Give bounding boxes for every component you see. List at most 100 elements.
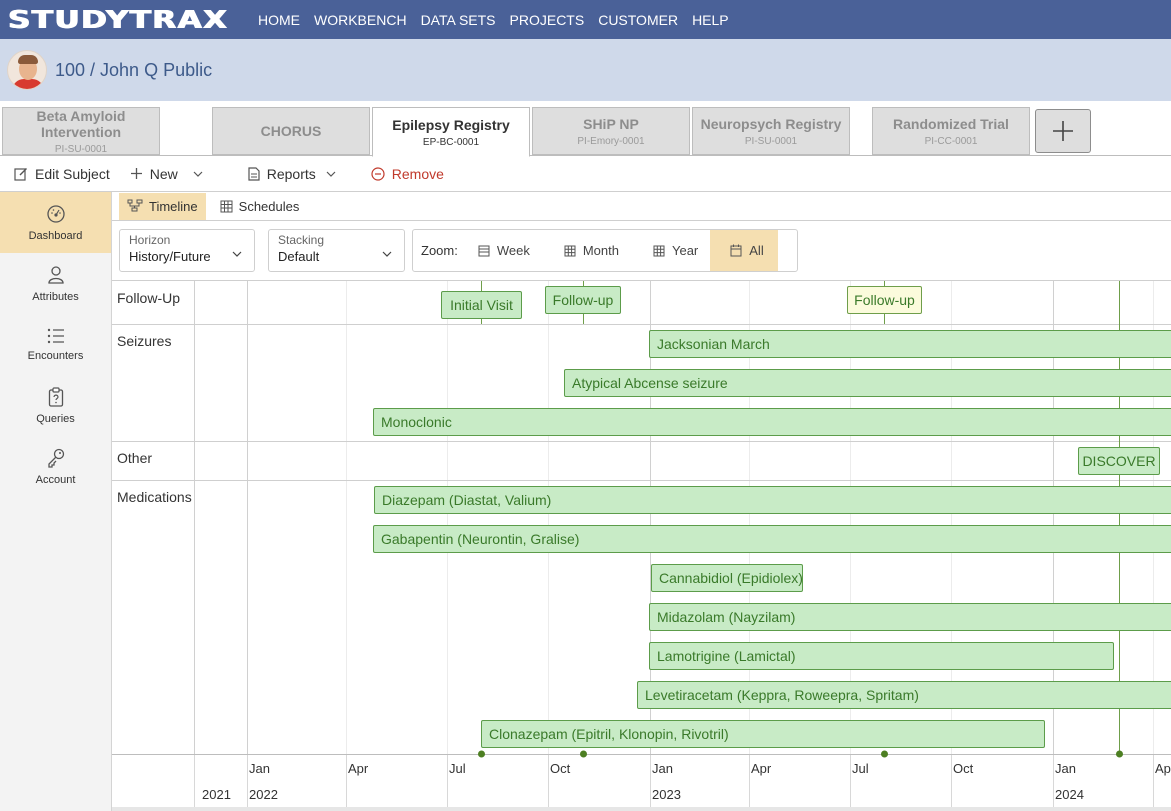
app-logo[interactable]: STUDYTRAX: [8, 5, 229, 34]
reports-menu-button[interactable]: Reports: [248, 166, 343, 182]
axis-year-label: 2021: [202, 787, 231, 802]
zoom-control: Zoom: Week Month Year All: [412, 229, 798, 272]
minus-circle-icon: [371, 166, 385, 181]
sidebar-item-encounters[interactable]: Encounters: [0, 314, 111, 375]
timeline-icon: [127, 199, 143, 212]
study-tab-ship-np[interactable]: SHiP NP PI-Emory-0001: [532, 107, 690, 155]
zoom-week-button[interactable]: Week: [478, 230, 542, 271]
axis-month-label: Jul: [852, 761, 869, 776]
study-tabs: Beta Amyloid Intervention PI-SU-0001 CHOR…: [0, 101, 1171, 157]
calendar-icon: [730, 244, 742, 257]
axis-month-label: Apr: [751, 761, 772, 776]
zoom-year-button[interactable]: Year: [641, 230, 710, 271]
list-icon: [47, 328, 64, 343]
clipboard-question-icon: [48, 386, 63, 407]
edit-subject-button[interactable]: Edit Subject: [14, 166, 110, 182]
horizon-select[interactable]: Horizon History/Future: [119, 229, 255, 272]
top-nav: STUDYTRAX HOME WORKBENCH DATA SETS PROJE…: [0, 0, 1171, 39]
zoom-label: Zoom:: [421, 243, 458, 258]
seizure-bar-jacksonian[interactable]: Jacksonian March: [649, 330, 1171, 358]
event-follow-up[interactable]: Follow-up: [545, 286, 621, 314]
medication-bar-levetiracetam[interactable]: Levetiracetam (Keppra, Roweepra, Spritam…: [637, 681, 1171, 709]
sidebar-item-attributes[interactable]: Attributes: [0, 253, 111, 314]
stacking-select[interactable]: Stacking Default: [268, 229, 405, 272]
axis-month-label: Jan: [652, 761, 673, 776]
row-label-other: Other: [117, 450, 153, 466]
sidebar-item-account[interactable]: Account: [0, 436, 111, 497]
subject-header: 100 / John Q Public: [0, 39, 1171, 101]
medication-bar-diazepam[interactable]: Diazepam (Diastat, Valium): [374, 486, 1171, 514]
nav-workbench[interactable]: WORKBENCH: [314, 11, 407, 28]
plus-icon: [1053, 121, 1073, 141]
table-icon: [220, 200, 233, 212]
chevron-down-icon: [232, 251, 242, 257]
axis-year-label: 2024: [1055, 787, 1084, 802]
calendar-month-icon: [564, 245, 576, 256]
chevron-down-icon: [326, 171, 336, 177]
medication-bar-cannabidiol[interactable]: Cannabidiol (Epidiolex): [651, 564, 803, 592]
axis-year-label: 2023: [652, 787, 681, 802]
medication-bar-lamotrigine[interactable]: Lamotrigine (Lamictal): [649, 642, 1114, 670]
medication-bar-gabapentin[interactable]: Gabapentin (Neurontin, Gralise): [373, 525, 1171, 553]
event-follow-up[interactable]: Follow-up: [847, 286, 922, 314]
event-discover[interactable]: DISCOVER: [1078, 447, 1160, 475]
axis-month-label: Jan: [249, 761, 270, 776]
sidebar-item-queries[interactable]: Queries: [0, 375, 111, 436]
chevron-down-icon: [382, 251, 392, 257]
timeline-grid: [112, 281, 1171, 811]
axis-month-label: Jul: [449, 761, 466, 776]
zoom-month-button[interactable]: Month: [552, 230, 631, 271]
dashboard-icon: [46, 204, 65, 223]
new-menu-button[interactable]: New: [130, 166, 210, 182]
study-tab-neuropsych-registry[interactable]: Neuropsych Registry PI-SU-0001: [692, 107, 850, 155]
edit-icon: [14, 167, 27, 181]
row-label-medications: Medications: [117, 489, 192, 505]
axis-month-label: Ap: [1155, 761, 1171, 776]
row-label-follow-up: Follow-Up: [117, 290, 181, 306]
event-axis-marker[interactable]: [478, 750, 485, 758]
axis-month-label: Oct: [550, 761, 571, 776]
sidebar: Dashboard Attributes Encounters Queries …: [0, 192, 112, 811]
remove-button[interactable]: Remove: [371, 166, 444, 182]
tab-timeline[interactable]: Timeline: [119, 192, 206, 220]
study-tab-beta-amyloid[interactable]: Beta Amyloid Intervention PI-SU-0001: [2, 107, 160, 155]
study-tab-epilepsy-registry[interactable]: Epilepsy Registry EP-BC-0001: [372, 107, 530, 157]
calendar-year-icon: [653, 245, 665, 256]
view-tabs: Timeline Schedules: [112, 192, 1171, 221]
study-tab-randomized-trial[interactable]: Randomized Trial PI-CC-0001: [872, 107, 1030, 155]
plus-icon: [130, 168, 142, 179]
axis-year-label: 2022: [249, 787, 278, 802]
add-study-button[interactable]: [1035, 109, 1091, 153]
axis-month-label: Oct: [953, 761, 974, 776]
event-axis-marker[interactable]: [881, 750, 888, 758]
document-icon: [248, 166, 260, 181]
horizontal-scrollbar[interactable]: [112, 807, 1171, 811]
event-initial-visit[interactable]: Initial Visit: [441, 291, 522, 319]
medication-bar-clonazepam[interactable]: Clonazepam (Epitril, Klonopin, Rivotril): [481, 720, 1045, 748]
subject-toolbar: Edit Subject New Reports Remove: [0, 156, 1171, 192]
row-label-seizures: Seizures: [117, 333, 172, 349]
calendar-week-icon: [478, 245, 490, 257]
medication-bar-midazolam[interactable]: Midazolam (Nayzilam): [649, 603, 1171, 631]
nav-projects[interactable]: PROJECTS: [509, 11, 585, 28]
seizure-bar-monoclonic[interactable]: Monoclonic: [373, 408, 1171, 436]
nav-home[interactable]: HOME: [258, 11, 300, 28]
zoom-all-button[interactable]: All: [710, 230, 778, 271]
nav-customer[interactable]: CUSTOMER: [598, 11, 679, 28]
sidebar-item-dashboard[interactable]: Dashboard: [0, 192, 111, 253]
person-icon: [47, 265, 64, 284]
axis-month-label: Jan: [1055, 761, 1076, 776]
event-axis-marker[interactable]: [580, 750, 587, 758]
key-icon: [47, 448, 64, 468]
timeline-chart: Follow-Up Seizures Other Medications Ini…: [112, 280, 1171, 811]
subject-title: 100 / John Q Public: [55, 59, 213, 80]
nav-data-sets[interactable]: DATA SETS: [420, 11, 496, 28]
tab-schedules[interactable]: Schedules: [212, 193, 308, 220]
avatar[interactable]: [7, 50, 47, 90]
study-tab-chorus[interactable]: CHORUS: [212, 107, 370, 155]
chevron-down-icon: [193, 171, 203, 177]
event-axis-marker[interactable]: [1116, 750, 1123, 758]
axis-month-label: Apr: [348, 761, 369, 776]
nav-help[interactable]: HELP: [692, 11, 729, 28]
seizure-bar-atypical[interactable]: Atypical Abcense seizure: [564, 369, 1171, 397]
